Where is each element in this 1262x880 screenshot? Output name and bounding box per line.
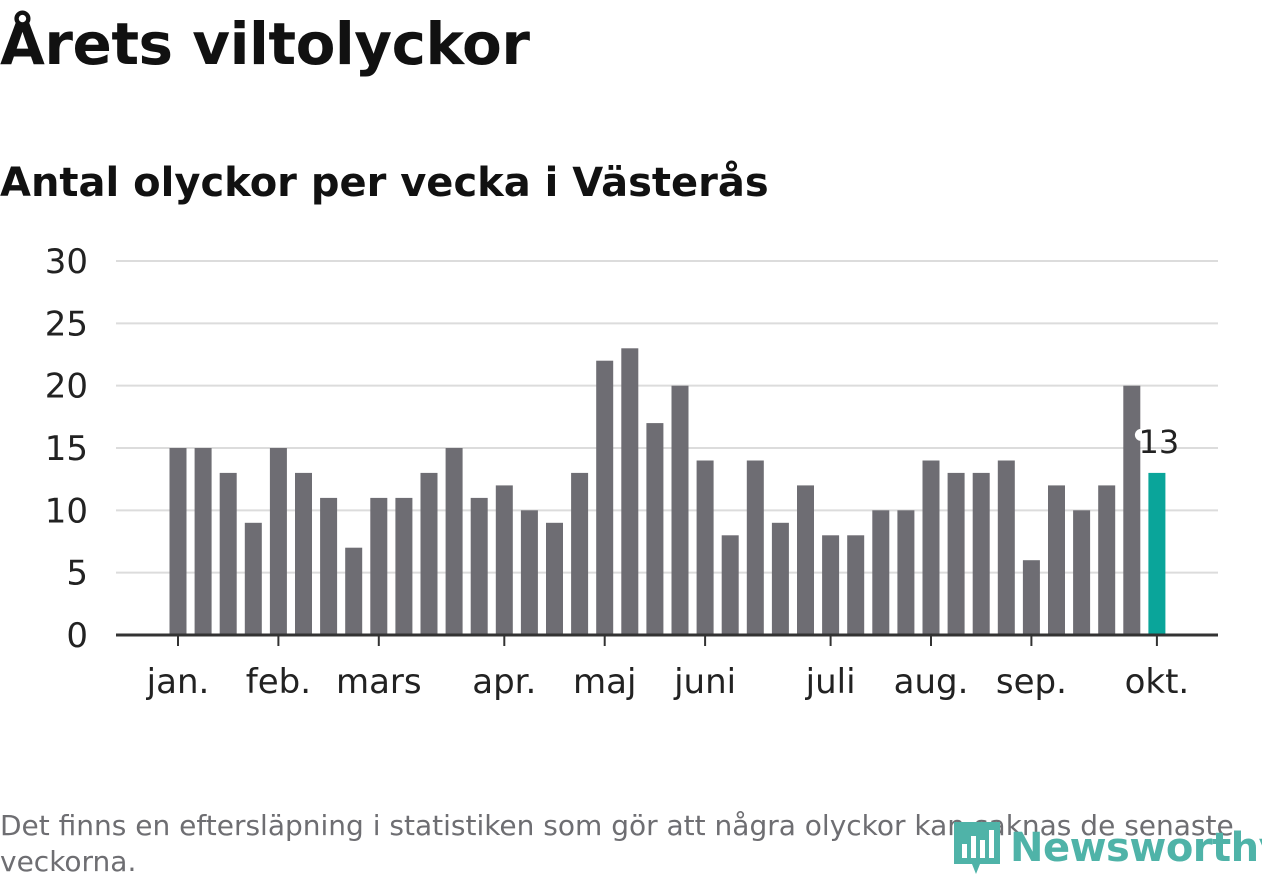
bar bbox=[972, 472, 990, 635]
bar bbox=[420, 472, 438, 635]
bar bbox=[997, 460, 1015, 635]
y-tick-label: 20 bbox=[45, 367, 88, 407]
y-tick-label: 30 bbox=[45, 242, 88, 282]
bar bbox=[771, 522, 789, 635]
bar bbox=[445, 448, 463, 635]
bar bbox=[520, 510, 538, 635]
bar bbox=[721, 535, 739, 635]
bar bbox=[596, 360, 614, 635]
x-tick-label: aug. bbox=[894, 662, 969, 702]
bar bbox=[295, 472, 312, 635]
bar bbox=[219, 472, 237, 635]
bar bbox=[897, 510, 915, 635]
y-tick-label: 5 bbox=[66, 554, 88, 594]
bar bbox=[822, 535, 840, 635]
bar bbox=[1073, 510, 1091, 635]
x-tick-label: juli bbox=[805, 662, 856, 702]
bar bbox=[194, 448, 212, 635]
chart-subtitle: Antal olyckor per vecka i Västerås bbox=[0, 160, 769, 206]
bar bbox=[1048, 485, 1065, 635]
chart-title: Årets viltolyckor bbox=[0, 10, 530, 78]
annotations: 13 bbox=[1134, 423, 1180, 461]
bar bbox=[872, 510, 890, 635]
bar-chart-icon bbox=[954, 822, 1000, 874]
bar-chart: 0 5 10 15 20 25 30 jan. feb. mars apr. maj juni juli… bbox=[45, 242, 1218, 702]
bar bbox=[746, 460, 764, 635]
bar bbox=[671, 385, 689, 635]
bar bbox=[169, 448, 187, 635]
data-label: 13 bbox=[1139, 423, 1180, 461]
bar bbox=[345, 547, 363, 635]
bar bbox=[546, 522, 563, 635]
x-tick-label: okt. bbox=[1125, 662, 1190, 702]
bar bbox=[571, 472, 589, 635]
label-marker bbox=[1134, 428, 1147, 441]
bar bbox=[696, 460, 714, 635]
bar bbox=[947, 472, 965, 635]
y-tick-label: 15 bbox=[45, 429, 88, 469]
bar bbox=[797, 485, 814, 635]
y-axis-ticks: 0 5 10 15 20 25 30 bbox=[45, 242, 88, 656]
bar-highlight bbox=[1148, 472, 1166, 635]
bar bbox=[1123, 385, 1141, 635]
bar bbox=[495, 485, 513, 635]
bar bbox=[646, 423, 664, 635]
bar bbox=[847, 535, 865, 635]
x-tick-label: maj bbox=[573, 662, 636, 702]
bar bbox=[470, 497, 488, 635]
bar bbox=[1022, 560, 1040, 635]
bars bbox=[169, 348, 1166, 635]
bar bbox=[269, 448, 287, 635]
y-tick-label: 25 bbox=[45, 304, 88, 344]
bar bbox=[1098, 485, 1116, 635]
x-tick-label: sep. bbox=[996, 662, 1067, 702]
brand-logo: Newsworthy bbox=[950, 818, 1262, 878]
footnote: Det finns en eftersläpning i statistiken… bbox=[0, 809, 1234, 878]
bar bbox=[395, 497, 413, 635]
bar bbox=[621, 348, 639, 635]
bar bbox=[922, 460, 940, 635]
y-tick-label: 0 bbox=[66, 616, 88, 656]
x-tick-label: juni bbox=[673, 662, 736, 702]
bar bbox=[320, 497, 338, 635]
x-tick-label: jan. bbox=[146, 662, 210, 702]
x-axis: jan. feb. mars apr. maj juni juli aug. sep. okt. bbox=[116, 633, 1218, 702]
bar bbox=[370, 497, 388, 635]
bar bbox=[244, 522, 262, 635]
x-tick-label: mars bbox=[336, 662, 422, 702]
y-tick-label: 10 bbox=[45, 491, 88, 531]
brand-name: Newsworthy bbox=[1010, 825, 1262, 871]
x-tick-label: apr. bbox=[472, 662, 536, 702]
x-tick-label: feb. bbox=[246, 662, 311, 702]
